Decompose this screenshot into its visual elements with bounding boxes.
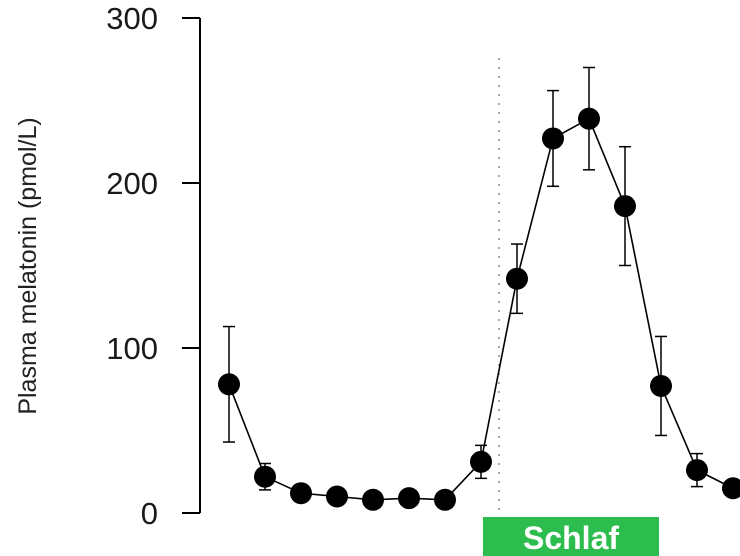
data-point	[254, 465, 276, 488]
line-segment	[588, 118, 626, 207]
y-tick-label-200: 200	[106, 166, 158, 201]
data-points	[218, 107, 740, 511]
error-bars	[223, 66, 739, 506]
line-segment	[624, 205, 662, 387]
data-point	[722, 477, 740, 500]
data-point	[578, 107, 600, 130]
data-point	[470, 450, 492, 473]
data-point	[326, 485, 348, 508]
data-point	[218, 373, 240, 396]
line-segment	[228, 384, 266, 477]
sleep-period: Schlaf	[483, 58, 659, 556]
axes: 0 100 200 300	[106, 1, 201, 531]
data-point	[686, 459, 708, 482]
y-tick-label-100: 100	[106, 331, 158, 366]
y-tick-label-300: 300	[106, 1, 158, 36]
line-segment	[480, 278, 518, 463]
y-tick-label-0: 0	[141, 496, 158, 531]
data-point	[614, 195, 636, 218]
y-axis-title: Plasma melatonin (pmol/L)	[14, 117, 42, 414]
data-point	[434, 488, 456, 511]
data-point	[290, 482, 312, 505]
data-point	[398, 487, 420, 510]
data-line	[228, 117, 734, 501]
data-point	[542, 127, 564, 150]
line-segment	[660, 385, 698, 471]
data-point	[650, 374, 672, 397]
sleep-label: Schlaf	[523, 520, 619, 556]
data-point	[362, 488, 384, 511]
line-segment	[516, 138, 554, 279]
sleep-bar	[483, 517, 659, 556]
data-point	[506, 267, 528, 290]
